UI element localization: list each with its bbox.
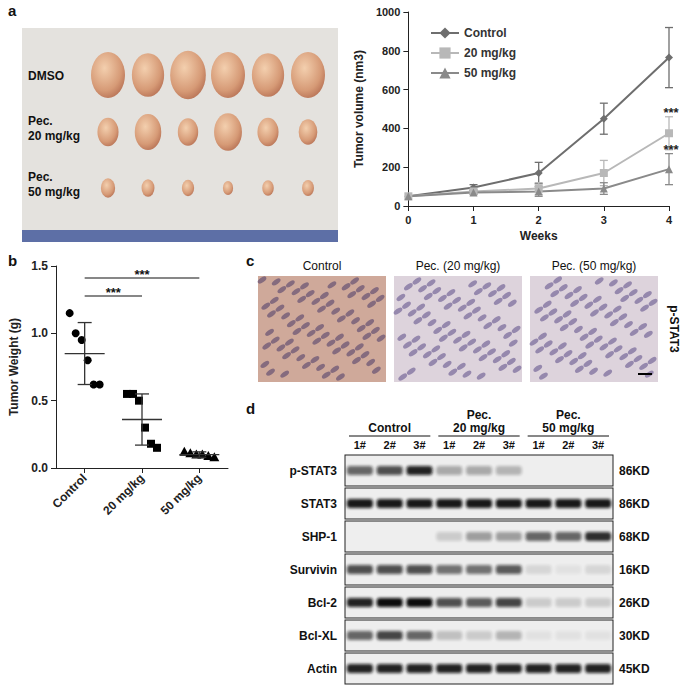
svg-text:16KD: 16KD [619, 563, 650, 577]
svg-text:50 mg/kg: 50 mg/kg [158, 471, 205, 518]
svg-text:2#: 2# [473, 439, 485, 451]
svg-text:0: 0 [394, 200, 400, 212]
svg-text:20 mg/kg: 20 mg/kg [28, 129, 80, 143]
svg-text:3#: 3# [503, 439, 515, 451]
svg-text:STAT3: STAT3 [301, 497, 338, 511]
svg-text:3#: 3# [592, 439, 604, 451]
svg-text:86KD: 86KD [619, 464, 650, 478]
svg-text:***: *** [663, 142, 679, 157]
svg-text:p-STAT3: p-STAT3 [289, 464, 337, 478]
svg-text:4: 4 [666, 214, 673, 226]
svg-text:Pec.: Pec. [556, 408, 581, 422]
svg-text:Control: Control [368, 421, 411, 435]
svg-text:0: 0 [405, 214, 411, 226]
svg-text:Bcl-XL: Bcl-XL [299, 629, 337, 643]
svg-text:50 mg/kg: 50 mg/kg [542, 421, 594, 435]
svg-text:Pec.: Pec. [28, 170, 53, 184]
svg-text:b: b [8, 252, 17, 269]
svg-text:Pec.: Pec. [28, 114, 53, 128]
svg-text:20 mg/kg: 20 mg/kg [100, 471, 147, 518]
svg-text:3: 3 [601, 214, 607, 226]
svg-text:600: 600 [382, 84, 400, 96]
svg-text:***: *** [106, 285, 122, 300]
svg-text:c: c [246, 252, 254, 269]
svg-text:1000: 1000 [376, 6, 400, 18]
svg-text:20 mg/kg: 20 mg/kg [464, 46, 516, 60]
svg-text:Bcl-2: Bcl-2 [308, 596, 338, 610]
svg-text:50 mg/kg: 50 mg/kg [464, 66, 516, 80]
svg-text:Actin: Actin [307, 662, 337, 676]
svg-text:200: 200 [382, 161, 400, 173]
svg-text:Weeks: Weeks [520, 229, 558, 243]
svg-text:Control: Control [464, 26, 507, 40]
svg-text:3#: 3# [413, 439, 425, 451]
svg-text:1#: 1# [443, 439, 455, 451]
svg-text:1#: 1# [354, 439, 366, 451]
svg-text:SHP-1: SHP-1 [302, 530, 338, 544]
svg-text:DMSO: DMSO [28, 69, 64, 83]
svg-text:***: *** [663, 105, 679, 120]
svg-text:a: a [8, 2, 17, 19]
svg-text:Pec. (20 mg/kg): Pec. (20 mg/kg) [416, 259, 501, 273]
svg-text:26KD: 26KD [619, 596, 650, 610]
svg-text:Pec. (50 mg/kg): Pec. (50 mg/kg) [552, 259, 637, 273]
svg-text:Control: Control [50, 471, 90, 511]
svg-text:68KD: 68KD [619, 530, 650, 544]
svg-text:20 mg/kg: 20 mg/kg [453, 421, 505, 435]
svg-text:Control: Control [303, 259, 342, 273]
svg-text:d: d [246, 400, 255, 417]
svg-text:45KD: 45KD [619, 662, 650, 676]
svg-text:1.5: 1.5 [31, 259, 48, 273]
svg-text:***: *** [134, 267, 150, 282]
svg-text:50 mg/kg: 50 mg/kg [28, 185, 80, 199]
svg-text:Tumor Weight (g): Tumor Weight (g) [7, 318, 21, 416]
svg-text:2: 2 [536, 214, 542, 226]
svg-text:Tumor volume (nm3): Tumor volume (nm3) [352, 50, 366, 168]
svg-text:0.5: 0.5 [31, 394, 48, 408]
svg-text:800: 800 [382, 45, 400, 57]
svg-text:1#: 1# [532, 439, 544, 451]
svg-text:Pec.: Pec. [467, 408, 492, 422]
svg-text:Survivin: Survivin [290, 563, 337, 577]
svg-text:400: 400 [382, 122, 400, 134]
svg-text:2#: 2# [562, 439, 574, 451]
svg-text:2#: 2# [384, 439, 396, 451]
svg-text:86KD: 86KD [619, 497, 650, 511]
svg-text:1.0: 1.0 [31, 326, 48, 340]
svg-text:1: 1 [470, 214, 476, 226]
svg-text:0.0: 0.0 [31, 461, 48, 475]
svg-text:30KD: 30KD [619, 629, 650, 643]
svg-text:p-STAT3: p-STAT3 [667, 305, 681, 353]
